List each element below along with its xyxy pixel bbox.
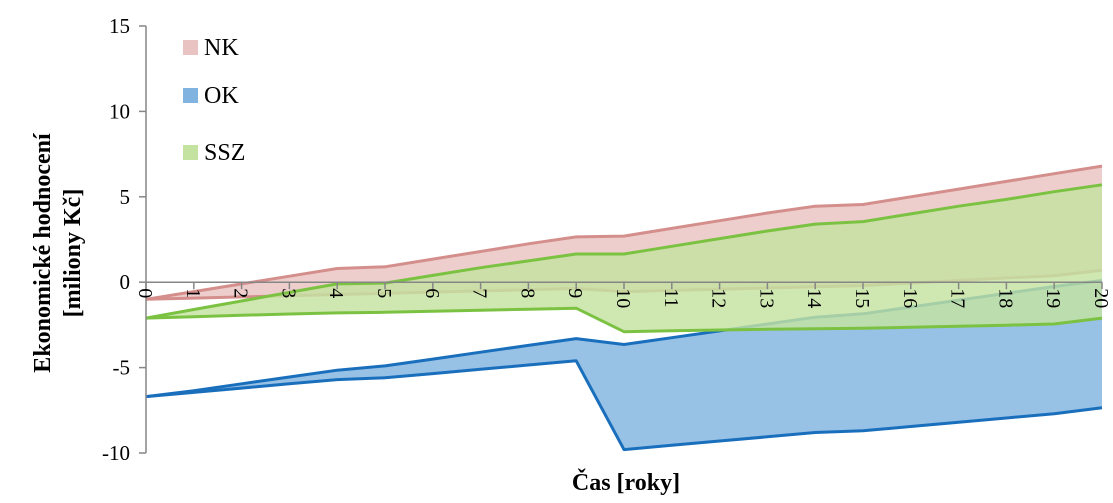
y-tick-label: 0 — [120, 270, 131, 294]
y-tick-label: 10 — [109, 99, 130, 123]
x-tick-label: 15 — [851, 288, 873, 308]
legend-label-ssz: SSZ — [204, 140, 245, 166]
x-ticks: 0 1 2 3 4 5 6 7 8 9 10 11 12 13 14 15 16 17 18 19 20 — [134, 282, 1112, 308]
legend-swatch-ok — [183, 88, 198, 103]
x-tick-label: 14 — [803, 288, 825, 308]
x-tick-label: 7 — [469, 288, 491, 298]
y-tick-label: 5 — [120, 185, 131, 209]
x-tick-label: 13 — [755, 288, 777, 308]
y-axis-title-line-1: Ekonomické hodnocení — [30, 133, 56, 373]
x-tick-label: 4 — [325, 288, 347, 298]
series-upper-line-ssz — [145, 183, 1103, 320]
x-tick-label: 11 — [660, 288, 682, 307]
x-axis-title: Čas [roky] — [572, 469, 680, 496]
series-upper-line-nk — [145, 164, 1103, 301]
legend-label-ok: OK — [204, 83, 239, 109]
series-lower-line-ok — [145, 359, 1103, 452]
x-tick-label: 18 — [994, 288, 1016, 308]
x-tick-label: 6 — [421, 288, 443, 298]
x-tick-label: 20 — [1090, 288, 1112, 308]
legend-swatch-nk — [183, 40, 198, 55]
x-tick-label: 1 — [182, 288, 204, 298]
y-tick-label: 15 — [109, 14, 130, 38]
x-tick-label: 8 — [516, 288, 538, 298]
series-area-ssz — [146, 184, 1102, 332]
legend: NK OK SSZ — [183, 35, 245, 166]
series-layer — [145, 164, 1103, 452]
x-tick-label: 2 — [230, 288, 252, 298]
legend-label-nk: NK — [204, 35, 239, 61]
x-tick-label: 16 — [899, 288, 921, 308]
x-tick-label: 19 — [1042, 288, 1064, 308]
x-tick-label: 12 — [708, 288, 730, 308]
y-axis-title-line-2: [miliony Kč] — [60, 189, 86, 318]
legend-swatch-ssz — [183, 145, 198, 160]
x-tick-label: 0 — [134, 288, 156, 298]
x-tick-label: 5 — [373, 288, 395, 298]
x-tick-label: 17 — [947, 288, 969, 308]
y-ticks: -10 -5 0 5 10 15 — [102, 14, 146, 465]
x-tick-label: 9 — [564, 288, 586, 298]
x-tick-label: 3 — [277, 288, 299, 298]
y-tick-label: -5 — [113, 356, 131, 380]
y-tick-label: -10 — [102, 441, 130, 465]
series-lower-line-ssz — [145, 306, 1103, 334]
x-tick-label: 10 — [612, 288, 634, 308]
